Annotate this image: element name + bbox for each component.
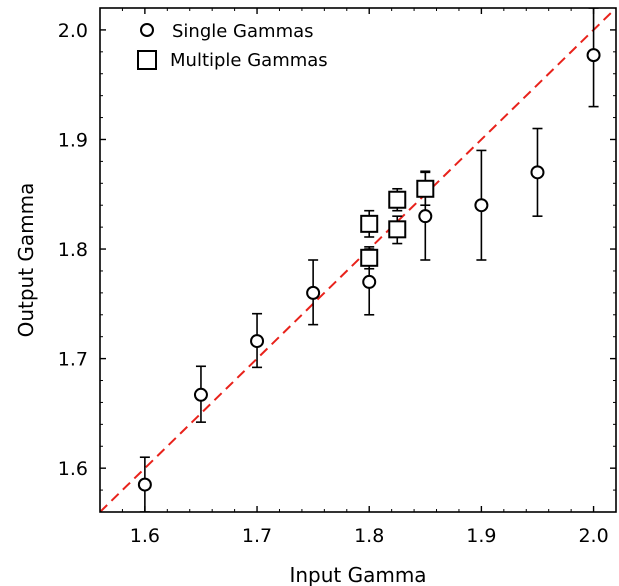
- single-gamma-point: [250, 312, 265, 369]
- x-tick-label: 1.9: [466, 525, 496, 547]
- legend-label-multiple: Multiple Gammas: [170, 50, 328, 71]
- legend-circle-marker: [140, 23, 154, 37]
- circle-marker: [530, 165, 545, 180]
- circle-marker: [474, 198, 489, 213]
- legend-square-marker: [137, 50, 157, 70]
- multiple-gamma-point: [416, 171, 435, 207]
- reference-line: [100, 8, 616, 512]
- circle-marker: [250, 334, 265, 349]
- circle-marker: [193, 387, 208, 402]
- y-tick-label: 1.7: [58, 349, 88, 371]
- single-gamma-point: [418, 170, 433, 261]
- circle-marker: [418, 209, 433, 224]
- square-marker: [360, 248, 379, 267]
- square-marker: [388, 220, 407, 239]
- y-axis-label: Output Gamma: [14, 183, 38, 338]
- plot-area: 1.6 1.7 1.8 1.9 2.0 1.6 1.7 1.8 1.9 2.0: [58, 7, 617, 547]
- y-tick-label: 2.0: [58, 20, 88, 42]
- multiple-gamma-point: [360, 209, 379, 238]
- x-tick-label: 2.0: [578, 525, 608, 547]
- multiple-gamma-point: [388, 187, 407, 212]
- x-tick-label: 1.8: [354, 525, 384, 547]
- square-marker: [388, 190, 407, 209]
- circle-marker: [137, 477, 152, 492]
- y-tick-label: 1.8: [58, 239, 88, 261]
- single-gamma-point: [137, 456, 152, 512]
- data-marks: [137, 8, 601, 512]
- single-gamma-point: [306, 259, 321, 326]
- circle-marker: [362, 274, 377, 289]
- single-gamma-point: [586, 8, 601, 108]
- axis-ticks: 1.6 1.7 1.8 1.9 2.0 1.6 1.7 1.8 1.9 2.0: [58, 7, 617, 547]
- single-gamma-point: [530, 127, 545, 217]
- circle-marker: [586, 48, 601, 63]
- plot-frame: [99, 7, 617, 513]
- multiple-gamma-point: [388, 215, 407, 245]
- legend-label-single: Single Gammas: [172, 21, 314, 42]
- square-marker: [360, 214, 379, 233]
- y-tick-label: 1.9: [58, 129, 88, 151]
- circle-marker: [306, 285, 321, 300]
- x-tick-label: 1.6: [130, 525, 160, 547]
- square-marker: [416, 179, 435, 198]
- multiple-gamma-point: [360, 246, 379, 270]
- y-tick-label: 1.6: [58, 458, 88, 480]
- x-axis-label: Input Gamma: [289, 563, 426, 586]
- single-gamma-point: [193, 365, 208, 423]
- legend: Single Gammas Multiple Gammas: [137, 21, 328, 71]
- single-gamma-point: [474, 149, 489, 261]
- x-tick-label: 1.7: [242, 525, 272, 547]
